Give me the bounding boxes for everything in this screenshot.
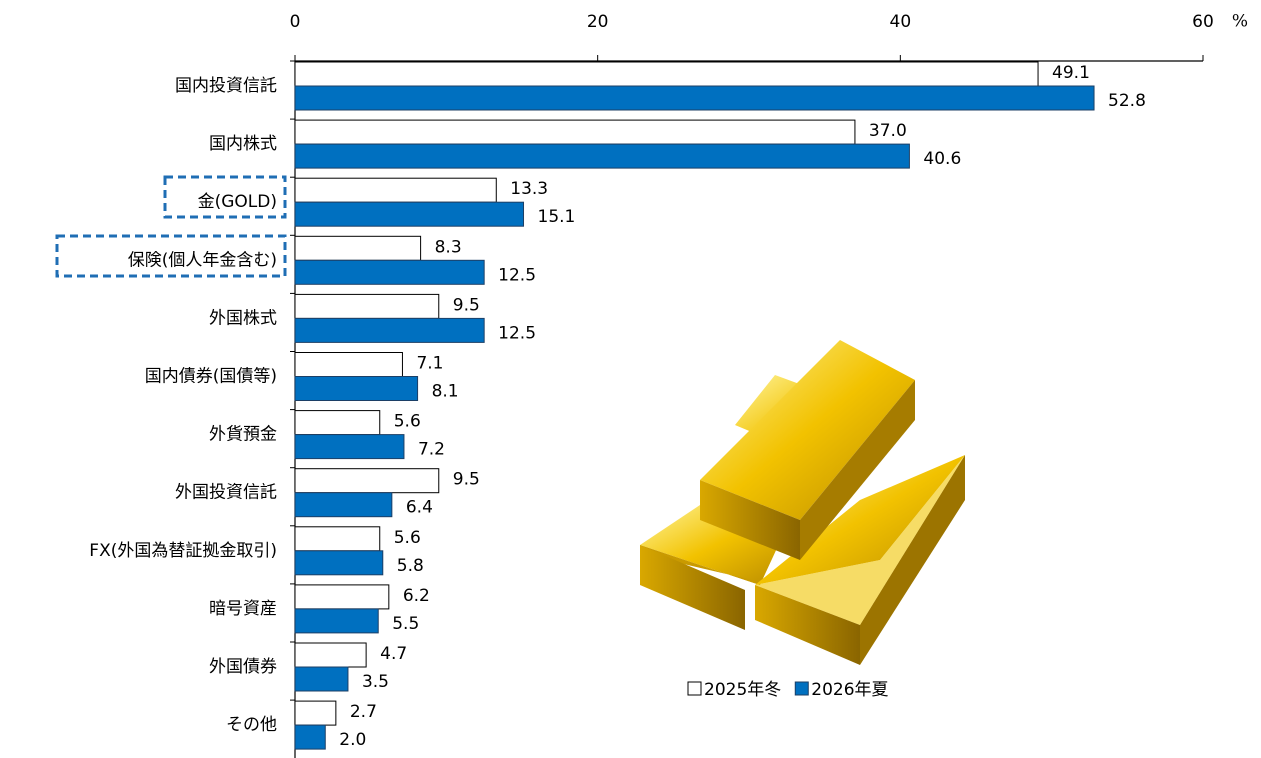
legend-swatch — [687, 681, 702, 696]
value-label: 13.3 — [510, 179, 548, 199]
bar — [294, 700, 337, 726]
y-tick-label: 金(GOLD) — [198, 192, 277, 212]
y-tick-label: 暗号資産 — [209, 599, 277, 619]
bar — [294, 201, 525, 227]
value-label: 2.0 — [339, 730, 366, 750]
bar — [294, 177, 497, 203]
legend-label: 2025年冬 — [704, 680, 781, 700]
bar — [294, 143, 910, 169]
value-label: 6.4 — [406, 498, 433, 518]
value-label: 5.6 — [394, 528, 421, 548]
bar — [294, 492, 393, 518]
bar — [294, 550, 384, 576]
value-label: 52.8 — [1108, 91, 1146, 111]
bar — [294, 666, 349, 692]
value-label: 9.5 — [453, 295, 480, 315]
bar — [294, 724, 326, 750]
bar — [294, 376, 419, 401]
y-tick-label: 外国投資信託 — [175, 483, 277, 503]
bar — [294, 526, 381, 552]
value-label: 12.5 — [498, 265, 536, 285]
value-label: 8.3 — [435, 237, 462, 257]
x-tick-label: 40 — [890, 12, 912, 32]
legend-label: 2026年夏 — [811, 680, 888, 700]
x-tick-label: 20 — [587, 12, 609, 32]
value-label: 5.6 — [394, 412, 421, 432]
value-label: 7.1 — [416, 354, 443, 374]
highlight-box — [55, 234, 287, 278]
value-label: 5.8 — [397, 556, 424, 576]
bar — [294, 642, 367, 668]
bar — [294, 259, 485, 285]
value-label: 40.6 — [923, 149, 961, 169]
bar — [294, 468, 440, 494]
value-label: 4.7 — [380, 644, 407, 664]
y-tick-label: 国内株式 — [209, 134, 277, 154]
value-label: 5.5 — [392, 614, 419, 634]
y-tick-label: 国内債券(国債等) — [145, 367, 277, 387]
legend-swatch — [794, 681, 809, 696]
gold-illustration — [640, 340, 965, 665]
value-label: 3.5 — [362, 672, 389, 692]
y-tick-label: 保険(個人年金含む) — [128, 250, 277, 270]
value-label: 15.1 — [538, 207, 576, 227]
bar — [294, 434, 405, 460]
bar — [294, 410, 381, 436]
value-label: 12.5 — [498, 323, 536, 343]
bar — [294, 584, 390, 610]
x-tick-label: 0 — [290, 12, 301, 32]
bar — [294, 61, 1039, 87]
y-tick-label: 外国債券 — [209, 657, 277, 677]
y-tick-label: 外貨預金 — [209, 425, 277, 445]
bar — [294, 317, 485, 343]
x-tick-label: 60 — [1192, 12, 1214, 32]
value-label: 49.1 — [1052, 63, 1090, 83]
y-tick-label: その他 — [226, 715, 277, 735]
y-tick-label: 国内投資信託 — [175, 76, 277, 96]
bar — [294, 293, 440, 319]
value-label: 37.0 — [869, 121, 907, 141]
bar — [294, 119, 856, 145]
value-label: 2.7 — [350, 702, 377, 722]
value-label: 7.2 — [418, 440, 445, 460]
value-label: 6.2 — [403, 586, 430, 606]
y-tick-label: FX(外国為替証拠金取引) — [89, 541, 277, 561]
y-tick-label: 外国株式 — [209, 308, 277, 328]
bar — [294, 352, 403, 377]
bar — [294, 608, 379, 634]
axis-unit: % — [1232, 12, 1248, 32]
bar — [294, 85, 1095, 111]
value-label: 9.5 — [453, 470, 480, 490]
value-label: 8.1 — [432, 382, 459, 402]
highlight-box — [163, 175, 287, 219]
bar — [294, 235, 422, 261]
